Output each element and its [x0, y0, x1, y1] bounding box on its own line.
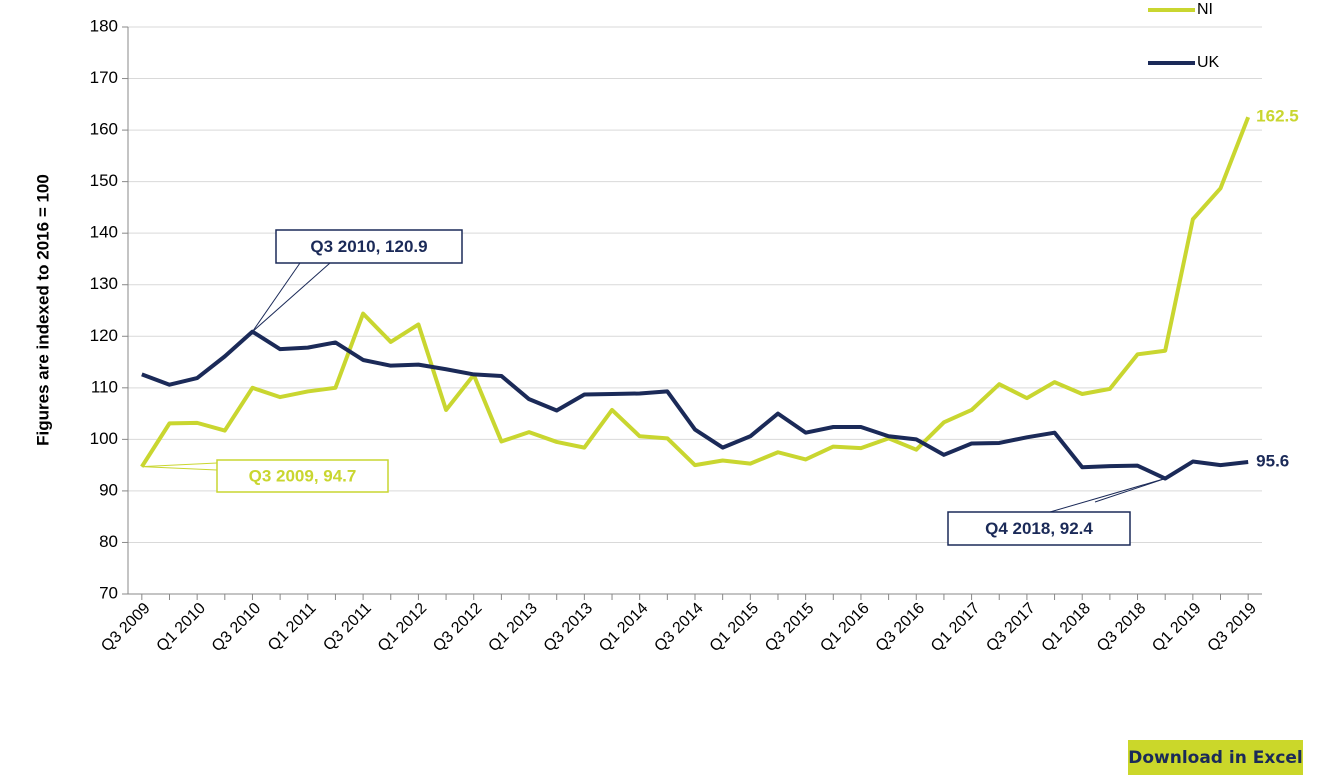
leader-line [252, 262, 301, 332]
x-tick-label: Q3 2010 [209, 600, 265, 656]
x-tick-label: Q3 2009 [98, 600, 154, 656]
y-tick-label: 80 [99, 532, 118, 551]
leader-line [1049, 478, 1166, 513]
callout-box [216, 459, 389, 493]
x-tick-label: Q1 2016 [817, 600, 873, 656]
callout-box [275, 229, 463, 264]
y-tick-label: 160 [90, 120, 118, 139]
series-line [140, 116, 1251, 468]
legend-label: NI [1197, 1, 1213, 18]
y-tick-label: 140 [90, 223, 118, 242]
y-tick-label: 180 [90, 16, 118, 35]
y-tick-label: 130 [90, 274, 118, 293]
x-tick-label: Q3 2018 [1094, 600, 1150, 656]
leader-line [252, 262, 331, 333]
leader-line [1094, 478, 1166, 503]
x-tick-label: Q1 2017 [928, 600, 984, 656]
series-line [141, 329, 1249, 481]
x-tick-label: Q3 2015 [762, 600, 818, 656]
data-label: 95.6 [1256, 452, 1289, 471]
x-tick-label: Q3 2011 [320, 600, 375, 655]
legend-label: UK [1197, 54, 1220, 71]
x-tick-label: Q1 2019 [1149, 600, 1205, 656]
data-label: Q4 2018, 92.4 [985, 519, 1093, 538]
x-tick-label: Q1 2010 [154, 600, 210, 656]
x-tick-label: Q3 2016 [873, 600, 929, 656]
y-tick-label: 110 [91, 377, 118, 396]
x-tick-label: Q1 2014 [596, 600, 652, 656]
data-label: 162.5 [1256, 107, 1299, 126]
x-tick-label: Q1 2013 [485, 600, 541, 656]
callout-box [947, 511, 1131, 546]
x-tick-label: Q1 2012 [375, 600, 431, 656]
y-tick-label: 70 [99, 583, 118, 602]
x-tick-label: Q3 2014 [651, 600, 707, 656]
data-label: Q3 2009, 94.7 [249, 466, 357, 485]
data-label: Q3 2010, 120.9 [310, 237, 427, 256]
y-tick-label: 100 [90, 429, 118, 448]
download-button[interactable]: Download in Excel [1128, 740, 1303, 775]
chart: Figures are indexed to 2016 = 100 70 80 90… [33, 1, 1299, 656]
x-tick-label: Q3 2013 [541, 600, 597, 656]
x-tick-label: Q1 2015 [707, 600, 763, 656]
x-tick-label: Q3 2019 [1205, 600, 1261, 656]
y-tick-label: 90 [99, 480, 118, 499]
y-tick-label: 170 [90, 68, 118, 87]
y-tick-label: 150 [90, 171, 118, 190]
leader-line [141, 466, 218, 471]
y-tick-label: 120 [90, 326, 118, 345]
x-tick-label: Q3 2017 [983, 600, 1039, 656]
x-tick-label: Q3 2012 [430, 600, 486, 656]
y-axis-label: Figures are indexed to 2016 = 100 [33, 174, 52, 446]
x-tick-label: Q1 2018 [1039, 600, 1095, 656]
x-tick-label: Q1 2011 [265, 600, 320, 655]
leader-line [141, 462, 218, 468]
